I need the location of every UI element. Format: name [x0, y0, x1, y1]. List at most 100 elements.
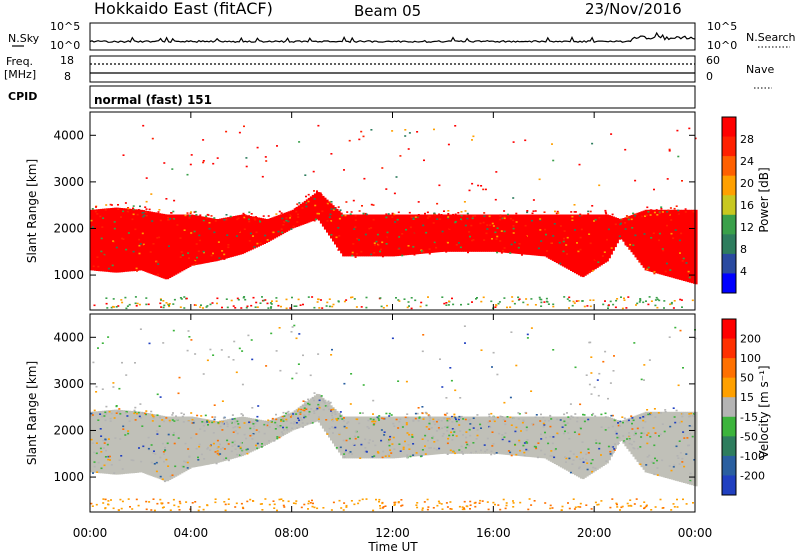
echo-cell [275, 300, 278, 302]
echo-cell [268, 440, 271, 442]
echo-cell [689, 472, 692, 475]
echo-column [693, 411, 696, 486]
echo-column [233, 418, 236, 459]
echo-cell [384, 455, 387, 457]
echo-cell [415, 218, 418, 220]
echo-cell [615, 299, 618, 302]
echo-cell [644, 421, 647, 423]
echo-column [235, 417, 238, 458]
echo-cell [240, 413, 243, 415]
echo-cell [107, 217, 110, 219]
echo-cell [281, 217, 284, 220]
echo-column [98, 209, 101, 272]
echo-cell [430, 215, 433, 218]
echo-cell [484, 223, 487, 226]
echo-cell [243, 214, 246, 216]
echo-cell [573, 204, 576, 206]
echo-cell [653, 408, 656, 410]
echo-cell [293, 324, 296, 327]
colorbar-swatch [722, 338, 736, 359]
echo-cell [570, 233, 573, 235]
echo-cell [682, 431, 685, 433]
echo-cell [96, 256, 99, 258]
echo-cell [410, 297, 413, 299]
date-text: 23/Nov/2016 [585, 0, 682, 18]
echo-column [406, 416, 410, 458]
echo-column [622, 218, 625, 242]
echo-cell [163, 453, 165, 455]
echo-cell [263, 233, 266, 235]
echo-cell [645, 300, 647, 302]
echo-column [378, 416, 381, 459]
echo-column [691, 209, 694, 284]
echo-cell [630, 505, 633, 507]
echo-cell [676, 455, 679, 457]
echo-column [279, 416, 283, 438]
echo-cell [512, 197, 515, 199]
echo-cell [485, 232, 488, 235]
echo-cell [512, 500, 514, 502]
echo-cell [454, 389, 457, 392]
echo-cell [579, 502, 582, 505]
echo-cell [203, 421, 206, 424]
echo-cell [504, 420, 507, 422]
echo-cell [130, 213, 132, 215]
echo-cell [393, 192, 396, 195]
echo-column [638, 212, 642, 263]
echo-cell [162, 451, 165, 453]
echo-cell [410, 252, 413, 255]
echo-cell [295, 422, 298, 424]
echo-cell [217, 222, 219, 224]
echo-cell [249, 434, 252, 437]
echo-cell [598, 184, 601, 187]
echo-column [656, 209, 660, 274]
echo-column [519, 214, 523, 255]
echo-column [640, 211, 644, 266]
echo-cell [361, 228, 364, 230]
echo-cell [642, 419, 645, 422]
echo-cell [613, 355, 615, 357]
freq-tick-high: 18 [60, 54, 74, 67]
echo-column [394, 416, 398, 459]
echo-cell [633, 440, 636, 443]
echo-column [680, 411, 684, 483]
echo-column [160, 213, 164, 278]
echo-cell [313, 198, 316, 200]
echo-cell [624, 237, 627, 240]
echo-cell [121, 468, 124, 470]
echo-cell [469, 235, 471, 238]
echo-cell [572, 498, 575, 500]
colorbar-swatch [722, 273, 736, 294]
echo-cell [605, 212, 608, 215]
echo-cell [480, 349, 483, 351]
echo-column [205, 217, 208, 264]
echo-cell [591, 269, 594, 272]
echo-cell [405, 423, 408, 426]
echo-cell [166, 442, 169, 445]
echo-cell [472, 427, 475, 429]
echo-cell [313, 506, 316, 509]
echo-cell [162, 268, 164, 270]
echo-cell [381, 502, 384, 505]
echo-cell [363, 177, 366, 180]
echo-cell [197, 238, 200, 240]
echo-cell [186, 349, 189, 352]
echo-cell [262, 299, 265, 302]
echo-cell [107, 503, 110, 506]
echo-cell [572, 453, 575, 455]
echo-cell [645, 504, 648, 507]
echo-cell [502, 234, 505, 236]
echo-cell [134, 406, 137, 409]
echo-cell [271, 300, 273, 302]
echo-cell [587, 213, 590, 215]
echo-cell [242, 218, 245, 220]
echo-cell [135, 305, 138, 307]
echo-cell [502, 498, 505, 501]
echo-cell [524, 411, 527, 414]
echo-cell [635, 498, 638, 500]
echo-cell [358, 218, 361, 220]
echo-cell [142, 215, 145, 218]
echo-cell [635, 213, 638, 215]
echo-cell [433, 423, 436, 426]
echo-cell [132, 205, 135, 207]
